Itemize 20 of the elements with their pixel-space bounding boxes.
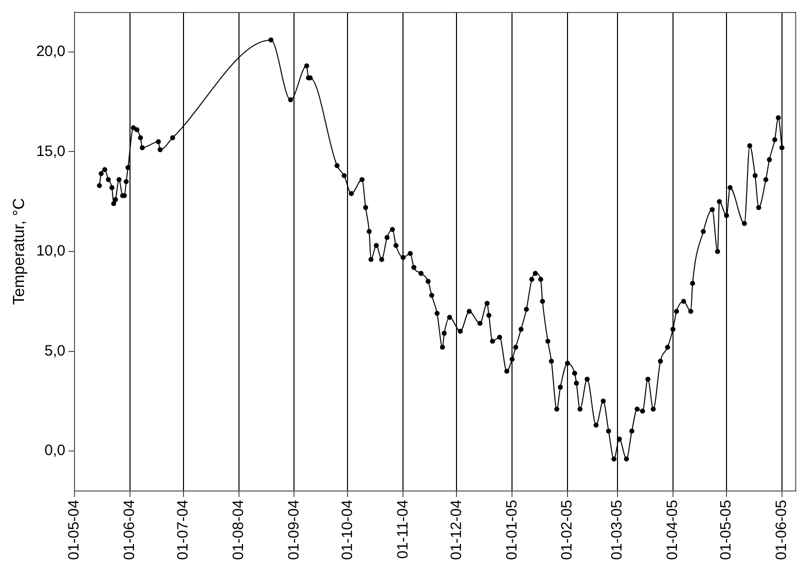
y-tick-label: 15,0	[36, 142, 66, 160]
x-tick-label: 01-06-05	[773, 500, 790, 560]
x-tick-label: 01-10-04	[338, 500, 356, 560]
x-tick-label: 01-02-05	[558, 500, 576, 560]
y-tick-label: 5,0	[44, 342, 66, 360]
y-tick-label: 0,0	[44, 442, 66, 460]
y-tick-label: 20,0	[36, 43, 66, 60]
x-tick-label: 01-07-04	[174, 500, 192, 560]
y-tick-label: 10,0	[36, 242, 66, 260]
x-tick-label: 01-01-05	[503, 500, 520, 560]
x-tick-label: 01-06-04	[120, 500, 138, 560]
x-tick-label: 01-05-05	[718, 500, 735, 560]
x-tick-label: 01-08-04	[230, 500, 247, 560]
y-axis-title: Temperatur, °C	[11, 198, 28, 305]
x-tick-label: 01-04-05	[664, 500, 682, 560]
x-tick-label: 01-09-04	[285, 500, 302, 560]
x-tick-label: 01-03-05	[608, 500, 626, 560]
x-tick-label: 01-12-04	[448, 500, 465, 560]
x-tick-label: 01-11-04	[394, 500, 412, 559]
x-tick-label: 01-05-04	[66, 500, 83, 560]
